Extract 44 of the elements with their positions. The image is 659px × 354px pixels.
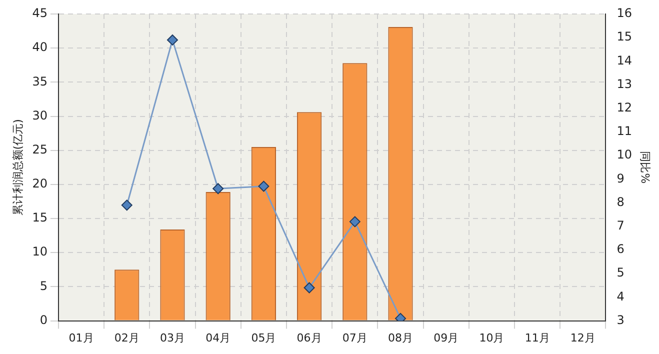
point xyxy=(304,282,315,294)
x-tick-label: 08月 xyxy=(388,331,414,344)
y2-tick-label: 3 xyxy=(616,312,624,327)
point xyxy=(121,200,132,211)
y2-tick-label: 8 xyxy=(616,194,624,209)
y2-tick-label: 7 xyxy=(616,218,624,233)
y-tick-label: 5 xyxy=(40,278,48,293)
x-tick-label: 01月 xyxy=(68,331,94,344)
x-tick-label: 11月 xyxy=(524,331,550,344)
point xyxy=(349,216,360,228)
y-tick-label: 10 xyxy=(32,244,48,259)
y-tick-label: 25 xyxy=(32,142,48,156)
point xyxy=(258,180,270,192)
point xyxy=(212,183,224,194)
y2-tick-label: 10 xyxy=(616,148,632,162)
y-tick-label: 35 xyxy=(32,74,48,88)
point xyxy=(166,34,178,46)
x-tick-label: 10月 xyxy=(479,331,504,344)
y-tick-label: 20 xyxy=(32,176,48,191)
x-tick-label: 02月 xyxy=(114,331,140,344)
y-tick-label: 40 xyxy=(32,40,48,54)
y2-tick-label: 12 xyxy=(616,100,632,115)
y-axis-title: 累计利润总额(亿元) xyxy=(11,119,24,216)
y-tick-label: 0 xyxy=(40,312,48,327)
x-tick-label: 07月 xyxy=(342,331,368,344)
y2-tick-label: 15 xyxy=(616,30,632,44)
y-tick-label: 30 xyxy=(32,108,48,122)
y2-tick-label: 11 xyxy=(616,124,632,138)
y2-tick-label: 6 xyxy=(616,242,624,256)
y2-tick-label: 16 xyxy=(616,6,632,20)
y2-tick-label: 5 xyxy=(616,266,624,280)
x-tick-label: 05月 xyxy=(251,331,276,344)
y2-tick-label: 4 xyxy=(616,289,624,304)
x-tick-label: 09月 xyxy=(434,331,459,344)
y2-tick-label: 13 xyxy=(616,76,632,91)
y-tick-label: 45 xyxy=(32,6,48,20)
x-tick-label: 12月 xyxy=(570,331,596,344)
y2-axis-title: 同比% xyxy=(638,151,652,184)
x-tick-label: 03月 xyxy=(160,331,185,344)
y2-tick-label: 9 xyxy=(616,171,624,186)
y2-tick-label: 14 xyxy=(616,53,632,68)
x-tick-label: 06月 xyxy=(296,331,322,344)
x-tick-label: 04月 xyxy=(206,331,231,344)
y-tick-label: 15 xyxy=(32,210,48,225)
